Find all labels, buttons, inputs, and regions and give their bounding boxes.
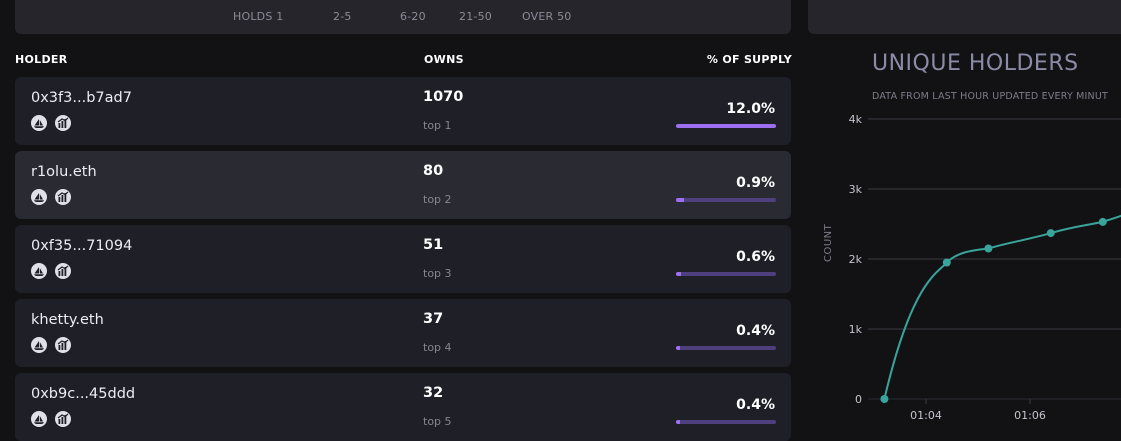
chart-icon[interactable]	[55, 263, 71, 279]
table-row[interactable]: khetty.eth 37 top 4 0.4%	[15, 299, 791, 367]
rank-label: top 5	[423, 415, 452, 428]
supply-bar-fill	[676, 272, 681, 276]
table-row[interactable]: 0x3f3...b7ad7 1070 top 1 12.0%	[15, 77, 791, 145]
y-tick-label: 0	[855, 393, 862, 406]
opensea-icon[interactable]	[31, 189, 47, 205]
chart-subtitle: DATA FROM LAST HOUR UPDATED EVERY MINUT	[872, 91, 1109, 102]
supply-percent: 12.0%	[726, 101, 775, 117]
data-point[interactable]	[880, 395, 889, 403]
unique-holders-chart: 0 1k 2k 3k 4k 01:04 01:06	[849, 113, 1121, 422]
supply-percent: 0.9%	[736, 175, 775, 191]
holder-address[interactable]: 0xf35...71094	[31, 238, 133, 254]
holder-address[interactable]: khetty.eth	[31, 312, 104, 328]
owns-count: 80	[423, 163, 444, 179]
holder-address[interactable]: 0x3f3...b7ad7	[31, 90, 132, 106]
supply-bar-fill	[676, 420, 680, 424]
distribution-panel: HOLDS 1 2-5 6-20 21-50 OVER 50	[15, 0, 791, 34]
dist-label-21-50[interactable]: 21-50	[459, 10, 492, 23]
holder-column-header: HOLDER	[15, 53, 68, 66]
opensea-icon[interactable]	[31, 337, 47, 353]
y-tick-label: 4k	[849, 113, 863, 126]
opensea-icon[interactable]	[31, 263, 47, 279]
y-tick-label: 2k	[849, 253, 863, 266]
owns-column-header: OWNS	[424, 53, 464, 66]
supply-bar	[676, 346, 776, 350]
table-row[interactable]: 0xb9c...45ddd 32 top 5 0.4%	[15, 373, 791, 441]
rank-label: top 1	[423, 119, 452, 132]
owns-count: 1070	[423, 89, 464, 105]
supply-bar	[676, 272, 776, 276]
supply-bar-fill	[676, 346, 680, 350]
owns-count: 37	[423, 311, 444, 327]
data-point[interactable]	[984, 244, 993, 253]
chart-icon[interactable]	[55, 411, 71, 427]
dist-label-6-20[interactable]: 6-20	[400, 10, 426, 23]
rank-label: top 3	[423, 267, 452, 280]
y-tick-label: 3k	[849, 183, 863, 196]
owns-count: 51	[423, 237, 444, 253]
supply-column-header: % OF SUPPLY	[706, 53, 792, 66]
data-point[interactable]	[942, 258, 951, 267]
rank-label: top 4	[423, 341, 452, 354]
holder-address[interactable]: 0xb9c...45ddd	[31, 386, 136, 402]
chart-icon[interactable]	[55, 115, 71, 131]
dist-label-over-50[interactable]: OVER 50	[522, 10, 572, 23]
supply-bar	[676, 124, 776, 128]
chart-icon[interactable]	[55, 189, 71, 205]
dist-label-holds-1[interactable]: HOLDS 1	[233, 10, 284, 23]
data-point[interactable]	[1098, 217, 1107, 226]
y-tick-label: 1k	[849, 323, 863, 336]
opensea-icon[interactable]	[31, 115, 47, 131]
owns-count: 32	[423, 385, 444, 401]
supply-bar	[676, 198, 776, 202]
top-right-panel	[808, 0, 1121, 34]
table-row[interactable]: r1olu.eth 80 top 2 0.9%	[15, 151, 791, 219]
x-tick-label: 01:06	[1014, 409, 1046, 422]
data-point[interactable]	[1046, 229, 1055, 238]
supply-bar-fill	[676, 124, 776, 128]
rank-label: top 2	[423, 193, 452, 206]
supply-percent: 0.6%	[736, 249, 775, 265]
opensea-icon[interactable]	[31, 411, 47, 427]
supply-percent: 0.4%	[736, 397, 775, 413]
table-row[interactable]: 0xf35...71094 51 top 3 0.6%	[15, 225, 791, 293]
series-line	[883, 214, 1121, 400]
x-tick-label: 01:04	[910, 409, 942, 422]
holder-address[interactable]: r1olu.eth	[31, 164, 97, 180]
chart-title: UNIQUE HOLDERS	[872, 51, 1079, 76]
supply-bar	[676, 420, 776, 424]
supply-percent: 0.4%	[736, 323, 775, 339]
supply-bar-fill	[676, 198, 684, 202]
dist-label-2-5[interactable]: 2-5	[333, 10, 352, 23]
chart-icon[interactable]	[55, 337, 71, 353]
